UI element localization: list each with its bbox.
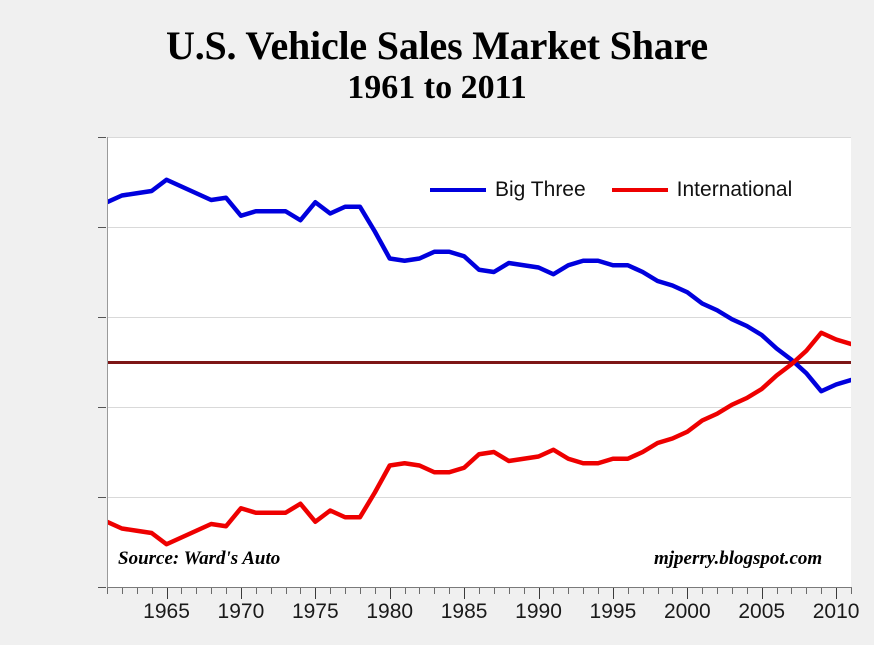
x-tick-mark-1962 <box>121 588 123 594</box>
x-tick-mark-2011 <box>851 588 852 594</box>
y-axis-line <box>107 137 108 588</box>
x-tick-mark-1966 <box>181 588 183 594</box>
plot-area <box>107 137 851 587</box>
x-tick-mark-1986 <box>479 588 480 594</box>
y-tick-mark-40 <box>98 407 106 408</box>
x-tick-mark-1976 <box>330 588 332 594</box>
x-tick-mark-1967 <box>196 588 198 594</box>
x-tick-mark-1987 <box>493 588 495 594</box>
x-tick-mark-2009 <box>821 588 823 594</box>
reference-line-50-percent <box>107 361 851 364</box>
x-tick-label-1990: 1990 <box>515 600 562 623</box>
x-tick-mark-2002 <box>717 588 719 594</box>
x-tick-mark-1989 <box>523 588 525 594</box>
x-tick-mark-1981 <box>404 588 406 594</box>
x-tick-mark-1994 <box>598 588 600 594</box>
gridline-100 <box>107 137 851 138</box>
x-tick-mark-1974 <box>300 588 302 594</box>
legend-label: Big Three <box>495 178 586 201</box>
x-tick-mark-1982 <box>419 588 421 594</box>
x-tick-mark-2000 <box>687 588 689 599</box>
x-tick-label-2010: 2010 <box>812 600 860 623</box>
x-tick-mark-2003 <box>731 588 733 594</box>
x-tick-mark-1971 <box>255 588 257 594</box>
x-tick-label-1975: 1975 <box>291 600 339 623</box>
x-tick-mark-2004 <box>746 588 748 594</box>
x-tick-label-2000: 2000 <box>663 600 711 623</box>
legend-line-icon <box>430 188 486 192</box>
legend-label: International <box>676 178 793 201</box>
x-tick-mark-1999 <box>672 588 674 594</box>
gridline-60 <box>107 317 851 318</box>
x-tick-label-1970: 1970 <box>217 600 265 623</box>
x-tick-label-2005: 2005 <box>738 600 786 623</box>
title-line-1: U.S. Vehicle Sales Market Share <box>166 23 708 68</box>
x-tick-mark-2008 <box>806 588 808 594</box>
y-tick-mark-0 <box>98 587 106 588</box>
x-tick-mark-1997 <box>642 588 644 594</box>
blog-annotation: mjperry.blogspot.com <box>654 548 823 569</box>
x-tick-mark-1990 <box>538 588 540 599</box>
legend-line-icon <box>611 188 668 192</box>
x-tick-mark-1984 <box>449 588 451 594</box>
x-tick-mark-1992 <box>568 588 570 594</box>
gridline-20 <box>107 497 851 498</box>
legend-item-big-three[interactable]: Big Three <box>430 178 586 202</box>
x-tick-label-1985: 1985 <box>440 600 488 623</box>
x-tick-label-1980: 1980 <box>366 600 414 623</box>
legend-item-international[interactable]: International <box>611 178 793 202</box>
x-tick-mark-2001 <box>702 588 704 594</box>
x-tick-mark-2010 <box>836 588 838 599</box>
series-line-international <box>107 330 851 547</box>
series-svg <box>107 177 851 547</box>
x-tick-mark-1979 <box>374 588 376 594</box>
x-tick-mark-1968 <box>211 588 213 594</box>
x-tick-mark-1996 <box>627 588 629 594</box>
x-tick-mark-1975 <box>315 588 317 599</box>
title-line-2: 1961 to 2011 <box>347 68 527 106</box>
x-tick-mark-1998 <box>657 588 659 594</box>
x-tick-mark-1970 <box>240 588 242 599</box>
x-tick-mark-1963 <box>136 588 138 594</box>
y-tick-mark-60 <box>98 317 106 318</box>
x-tick-mark-2005 <box>761 588 763 599</box>
x-tick-mark-1988 <box>508 588 510 594</box>
x-tick-mark-1977 <box>345 588 347 594</box>
x-tick-mark-1978 <box>359 588 361 594</box>
x-tick-mark-2006 <box>776 588 778 594</box>
x-tick-mark-1961 <box>107 588 108 594</box>
x-tick-mark-1965 <box>166 588 168 599</box>
y-tick-mark-80 <box>98 227 106 228</box>
x-tick-mark-1964 <box>151 588 153 594</box>
y-tick-mark-20 <box>98 497 106 498</box>
x-tick-mark-1973 <box>285 588 287 594</box>
gridline-40 <box>107 407 851 408</box>
gridline-80 <box>107 227 851 228</box>
x-axis-line <box>107 587 852 588</box>
x-tick-mark-1993 <box>583 588 585 594</box>
x-tick-label-1995: 1995 <box>589 600 637 623</box>
x-tick-mark-1969 <box>226 588 228 594</box>
source-annotation: Source: Ward's Auto <box>118 548 281 569</box>
y-tick-mark-100 <box>98 137 106 138</box>
x-tick-mark-1991 <box>553 588 555 594</box>
page-title: U.S. Vehicle Sales Market Share 1961 to … <box>0 23 874 107</box>
x-tick-mark-2007 <box>791 588 793 594</box>
chart-legend: Big Three International <box>430 178 792 202</box>
x-tick-mark-1995 <box>612 588 614 599</box>
series-line-big-three <box>107 177 851 394</box>
x-tick-mark-1972 <box>270 588 272 594</box>
x-tick-label-1965: 1965 <box>143 600 190 623</box>
x-tick-mark-1980 <box>389 588 391 599</box>
x-tick-mark-1985 <box>464 588 466 599</box>
x-tick-mark-1983 <box>434 588 436 594</box>
